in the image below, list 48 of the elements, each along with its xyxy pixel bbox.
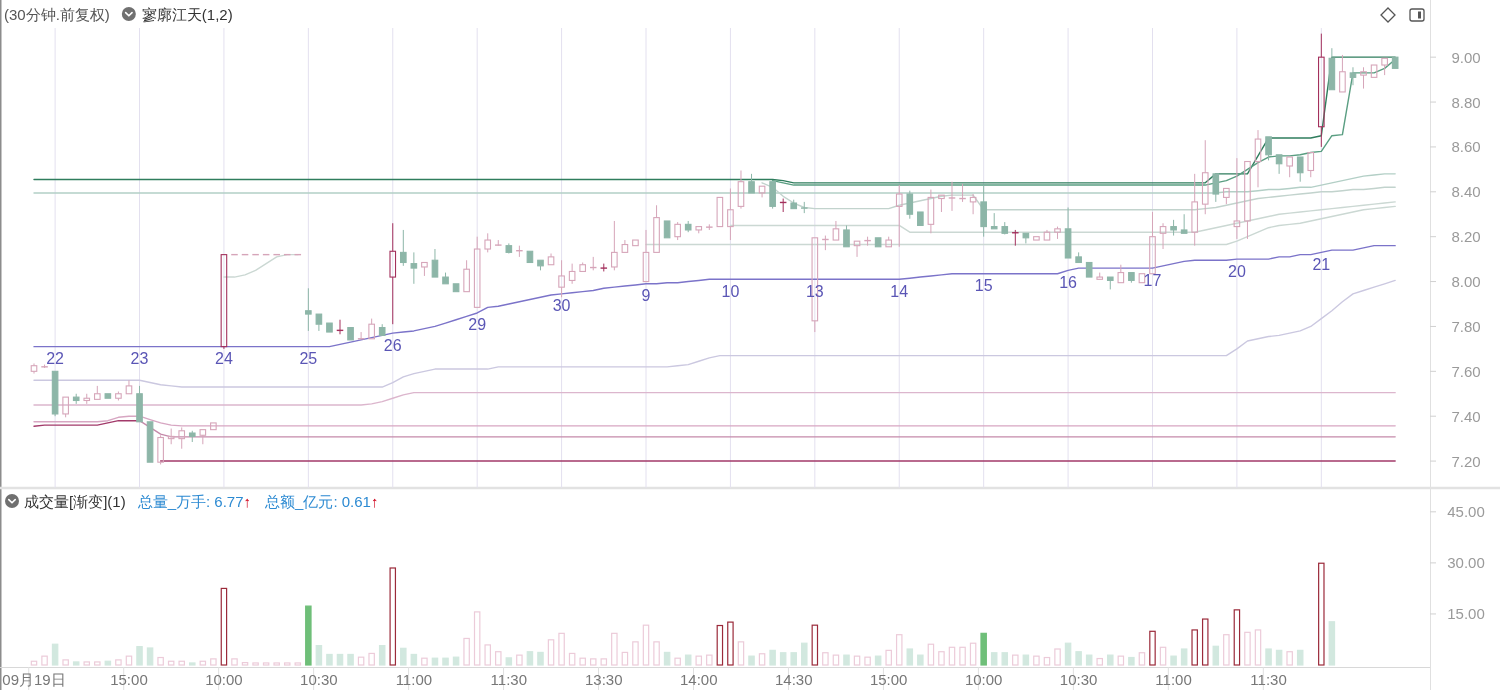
y-tick-label: 8.60 bbox=[1451, 138, 1481, 156]
annotation: 总额_亿元: 0.61↑ bbox=[264, 492, 379, 510]
x-tick-label: 11:00 bbox=[1155, 670, 1192, 688]
x-tick-label: 11:30 bbox=[1250, 670, 1287, 688]
x-tick-label: 10:00 bbox=[205, 670, 243, 688]
x-tick-label: 24 bbox=[215, 350, 233, 368]
annotation: 总量_万手: 6.77↑ bbox=[136, 492, 252, 510]
x-tick-label: 11:30 bbox=[490, 670, 528, 688]
x-tick-label: 17 bbox=[1143, 271, 1162, 289]
chart-subtitle: 寥廓江天(1,2) bbox=[141, 5, 233, 23]
x-tick-label: 09月19日 bbox=[2, 670, 66, 688]
x-tick-label: 10:30 bbox=[1059, 670, 1098, 688]
y-tick-label: 7.40 bbox=[1451, 407, 1481, 425]
x-tick-label: 13:30 bbox=[585, 670, 623, 688]
x-tick-label: 22 bbox=[46, 350, 65, 368]
y-tick-label: 30.00 bbox=[1447, 554, 1485, 572]
x-tick-label: 15:00 bbox=[869, 670, 908, 688]
x-tick-label: 14:00 bbox=[679, 670, 718, 688]
y-tick-label: 9.00 bbox=[1451, 48, 1481, 66]
y-tick-label: 8.20 bbox=[1451, 228, 1481, 246]
x-tick-label: 29 bbox=[468, 316, 487, 334]
x-tick-label: 20 bbox=[1228, 262, 1246, 280]
x-tick-label: 13 bbox=[805, 282, 824, 300]
x-tick-label: 14 bbox=[890, 282, 909, 300]
chart-title: 成交量[渐变](1) bbox=[24, 492, 126, 510]
y-tick-label: 7.20 bbox=[1451, 452, 1481, 470]
x-tick-label: 21 bbox=[1312, 255, 1331, 273]
y-tick-label: 8.40 bbox=[1451, 183, 1481, 201]
x-tick-label: 11:00 bbox=[395, 670, 433, 688]
x-tick-label: 10:30 bbox=[300, 670, 338, 688]
x-tick-label: 14:30 bbox=[774, 670, 813, 688]
x-tick-label: 10 bbox=[721, 282, 740, 300]
x-tick-label: 9 bbox=[641, 287, 651, 305]
x-tick-label: 15:00 bbox=[110, 670, 148, 688]
y-tick-label: 45.00 bbox=[1447, 503, 1485, 521]
y-tick-label: 8.00 bbox=[1451, 273, 1481, 291]
y-tick-label: 15.00 bbox=[1447, 605, 1485, 623]
x-tick-label: 10:00 bbox=[964, 670, 1003, 688]
x-tick-label: 25 bbox=[299, 350, 318, 368]
chart-title: (30分钟.前复权) bbox=[4, 5, 110, 23]
y-tick-label: 7.60 bbox=[1451, 362, 1481, 380]
x-tick-label: 15 bbox=[974, 277, 993, 295]
y-tick-label: 7.80 bbox=[1451, 317, 1481, 335]
x-tick-label: 30 bbox=[552, 297, 571, 315]
y-tick-label: 8.80 bbox=[1451, 93, 1481, 111]
x-tick-label: 16 bbox=[1059, 273, 1078, 291]
x-tick-label: 23 bbox=[130, 350, 149, 368]
x-tick-label: 26 bbox=[383, 336, 402, 354]
